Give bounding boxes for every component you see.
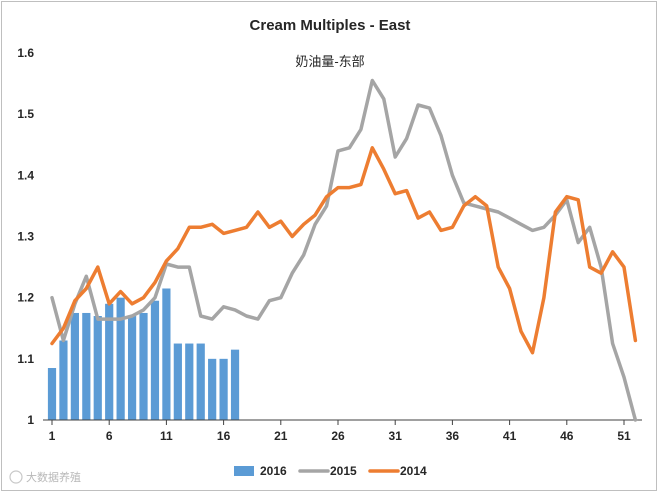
series-lines — [50, 78, 638, 422]
bar-2016 — [162, 288, 171, 420]
bar-2016 — [116, 297, 125, 420]
bars-2016 — [47, 288, 240, 420]
legend: 2016 2015 2014 — [234, 464, 427, 478]
y-tick-label: 1.6 — [17, 46, 34, 60]
y-tick-label: 1.5 — [17, 107, 34, 121]
chart-title: Cream Multiples - East — [250, 17, 411, 34]
bar-2016 — [59, 340, 68, 420]
line-2014 — [50, 146, 638, 355]
y-tick-label: 1 — [27, 413, 34, 427]
x-tick-label: 46 — [560, 429, 574, 443]
y-tick-label: 1.2 — [17, 291, 34, 305]
y-axis-ticks: 1 1.1 1.2 1.3 1.4 1.5 1.6 — [17, 46, 34, 427]
line-2015 — [50, 78, 638, 422]
bar-2016 — [208, 358, 217, 420]
x-tick-label: 16 — [217, 429, 231, 443]
bar-2016 — [93, 316, 102, 420]
bar-2016 — [70, 312, 79, 420]
legend-swatch-2016 — [234, 466, 254, 476]
bar-2016 — [185, 343, 194, 420]
y-tick-label: 1.3 — [17, 230, 34, 244]
bar-2016 — [105, 303, 114, 420]
bar-2016 — [82, 312, 91, 420]
x-tick-label: 6 — [106, 429, 113, 443]
watermark: 大数据养殖 — [9, 470, 81, 484]
legend-label-2016: 2016 — [260, 464, 287, 478]
bar-2016 — [230, 349, 240, 420]
bar-2016 — [173, 343, 182, 420]
x-tick-label: 21 — [274, 429, 288, 443]
x-tick-label: 51 — [617, 429, 631, 443]
x-tick-label: 41 — [503, 429, 517, 443]
y-tick-label: 1.4 — [17, 168, 34, 182]
x-tick-label: 11 — [160, 429, 173, 443]
y-tick-label: 1.1 — [17, 352, 34, 366]
legend-label-2014: 2014 — [400, 464, 427, 478]
bar-2016 — [47, 368, 57, 420]
x-tick-label: 1 — [49, 429, 56, 443]
bar-2016 — [196, 343, 205, 420]
x-tick-label: 26 — [331, 429, 345, 443]
x-axis-ticks: 1 6 11 16 21 26 31 36 41 46 51 — [49, 420, 631, 443]
bar-2016 — [127, 316, 137, 420]
x-tick-label: 31 — [389, 429, 403, 443]
watermark-text: 大数据养殖 — [26, 470, 81, 484]
watermark-logo-icon — [9, 470, 23, 484]
legend-label-2015: 2015 — [330, 464, 357, 478]
bar-2016 — [139, 312, 148, 420]
x-tick-label: 36 — [446, 429, 460, 443]
chart-subtitle: 奶油量-东部 — [295, 54, 364, 69]
bar-2016 — [150, 300, 160, 420]
bar-2016 — [219, 358, 228, 420]
